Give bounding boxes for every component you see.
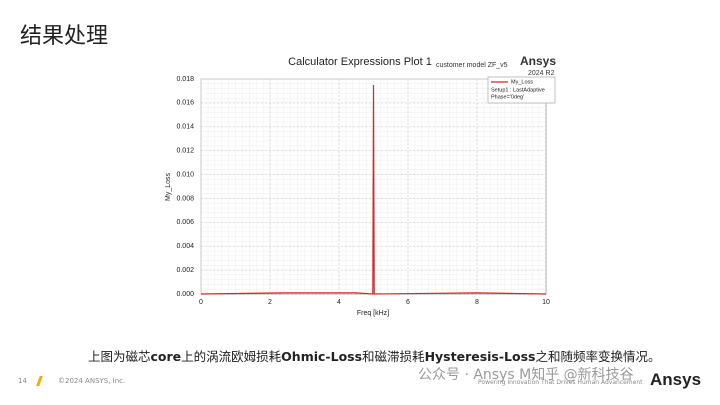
x-tick-label: 2 bbox=[268, 299, 272, 306]
legend-entry: My_Loss bbox=[511, 79, 533, 85]
y-tick-label: 0.000 bbox=[176, 291, 194, 298]
chart: Calculator Expressions Plot 1 customer m… bbox=[165, 54, 557, 317]
legend-box bbox=[487, 76, 556, 104]
data-line bbox=[200, 84, 547, 295]
copyright: ©2024 ANSYS, Inc. bbox=[58, 377, 126, 385]
slide-title: 结果处理 bbox=[20, 24, 109, 49]
y-tick-label: 0.014 bbox=[176, 124, 194, 131]
x-tick-label: 6 bbox=[406, 299, 410, 306]
y-tick-label: 0.012 bbox=[176, 148, 194, 155]
caption-text: 上图为磁芯 bbox=[88, 349, 151, 364]
y-tick-label: 0.018 bbox=[176, 76, 194, 83]
caption-text: 上的涡流欧姆损耗 bbox=[181, 349, 282, 364]
y-tick-label: 0.008 bbox=[176, 195, 194, 202]
chart-subtitle: customer model ZF_v5 bbox=[436, 62, 508, 69]
caption-bold: core bbox=[150, 349, 182, 364]
chart-title: Calculator Expressions Plot 1 bbox=[288, 56, 432, 68]
x-axis-label: Freq [kHz] bbox=[357, 310, 389, 317]
y-axis-label: My_Loss bbox=[165, 172, 172, 201]
logo: Ansys bbox=[650, 370, 702, 389]
version: 2024 R2 bbox=[528, 70, 555, 77]
x-tick-label: 4 bbox=[337, 299, 341, 306]
y-tick-label: 0.016 bbox=[176, 100, 194, 107]
x-tick-label: 8 bbox=[475, 299, 479, 306]
footer-slash bbox=[36, 376, 43, 386]
caption: 上图为磁芯core上的涡流欧姆损耗Ohmic-Loss和磁滞损耗Hysteres… bbox=[88, 346, 661, 365]
brand: Ansys bbox=[520, 54, 556, 68]
y-tick-label: 0.004 bbox=[176, 243, 194, 250]
y-tick-label: 0.006 bbox=[176, 219, 194, 226]
page-number: 14 bbox=[18, 377, 27, 385]
x-tick-label: 10 bbox=[542, 299, 550, 306]
caption-text: 和磁滞损耗 bbox=[362, 349, 425, 364]
legend-detail: Phase='0deg' bbox=[491, 94, 524, 100]
caption-text: 之和随频率变换情况。 bbox=[535, 349, 661, 364]
caption-bold: Hysteresis-Loss bbox=[424, 349, 536, 364]
caption-bold: Ohmic-Loss bbox=[281, 349, 363, 364]
tagline: Powering Innovation That Drives Human Ad… bbox=[478, 379, 643, 386]
legend-detail: Setup1 : LastAdaptive bbox=[491, 87, 545, 93]
y-tick-label: 0.010 bbox=[176, 171, 194, 178]
y-tick-label: 0.002 bbox=[176, 267, 194, 274]
watermark: 公众号 · Ansys M知乎 @新科技谷 bbox=[418, 367, 634, 383]
x-tick-label: 0 bbox=[199, 299, 203, 306]
